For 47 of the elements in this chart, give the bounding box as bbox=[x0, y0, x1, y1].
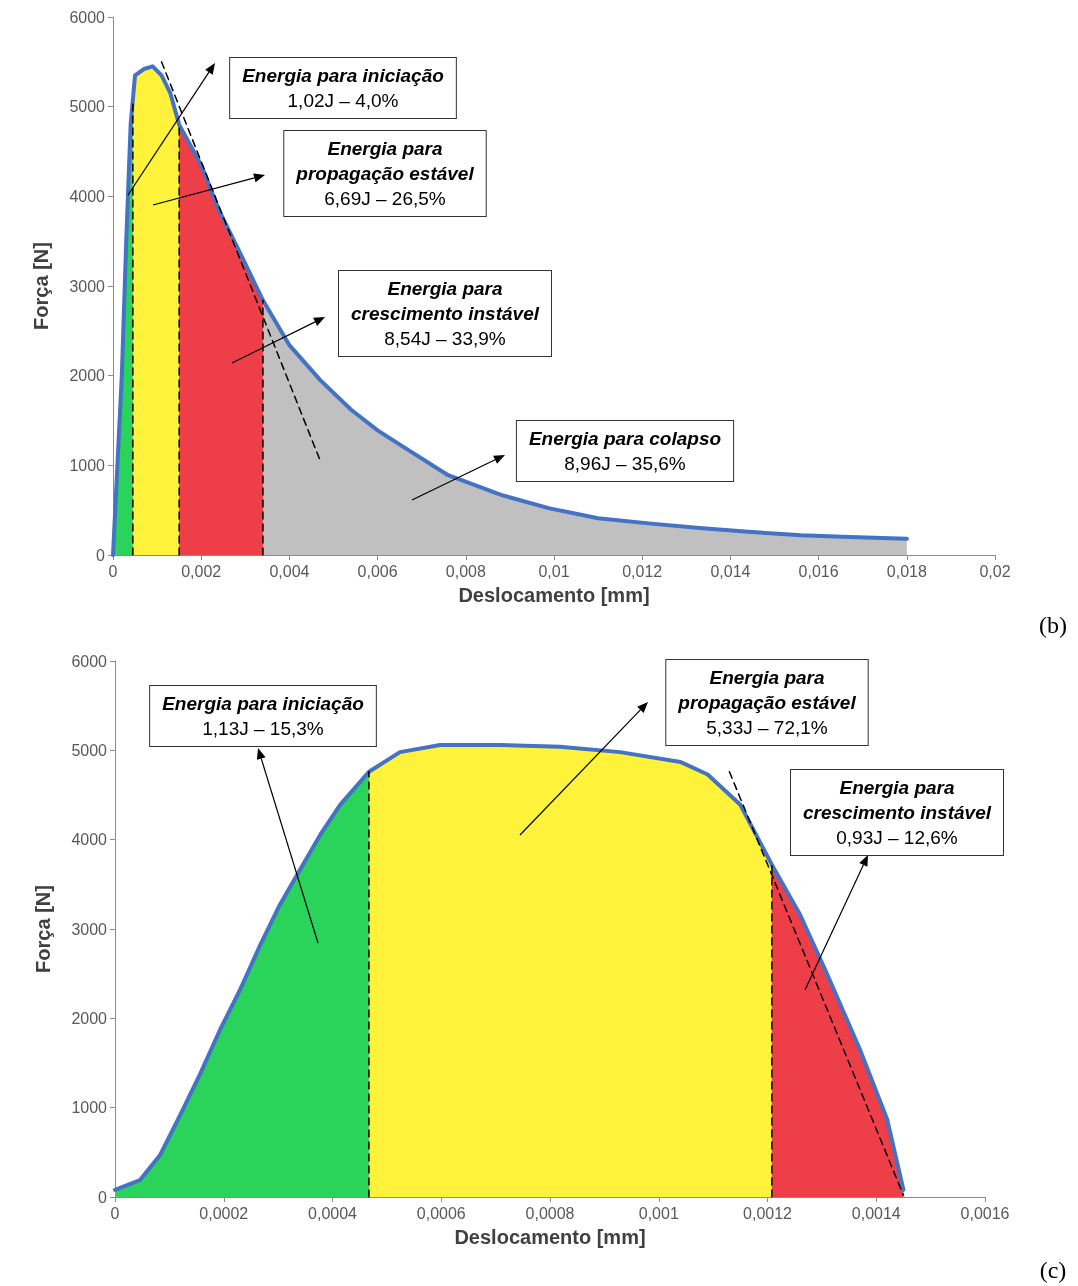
x-tick-label: 0,014 bbox=[710, 562, 751, 580]
annotation: Energia para propagação estável 5,33J – 72,1% bbox=[677, 667, 857, 738]
y-tick-label: 6000 bbox=[71, 652, 108, 670]
y-tick-label: 2000 bbox=[69, 367, 106, 385]
y-tick-label: 3000 bbox=[69, 277, 106, 295]
x-tick-label: 0,016 bbox=[798, 562, 839, 580]
y-tick-label: 0 bbox=[98, 1188, 108, 1206]
x-tick-label: 0,01 bbox=[538, 562, 570, 580]
annotation: Energia para crescimento instável 0,93J – 12,6% bbox=[803, 777, 992, 848]
x-tick-label: 0,0012 bbox=[743, 1204, 793, 1222]
y-tick-label: 4000 bbox=[69, 187, 106, 205]
x-axis-title: Deslocamento [mm] bbox=[454, 1226, 646, 1248]
x-tick-label: 0,0004 bbox=[308, 1204, 358, 1222]
y-tick-label: 2000 bbox=[71, 1009, 108, 1027]
y-tick-label: 5000 bbox=[69, 98, 106, 116]
annotation: Energia para crescimento instável 8,54J – 33,9% bbox=[351, 278, 540, 349]
x-tick-label: 0,0016 bbox=[960, 1204, 1010, 1222]
annotation: Energia para iniciação 1,13J – 15,3% bbox=[162, 693, 364, 739]
text: (b) bbox=[1039, 612, 1067, 638]
y-axis-title: Força [N] bbox=[32, 885, 54, 973]
x-tick-label: 0,0006 bbox=[416, 1204, 466, 1222]
x-tick-label: 0,0002 bbox=[199, 1204, 249, 1222]
y-tick-label: 5000 bbox=[71, 741, 108, 759]
x-tick-label: 0,018 bbox=[886, 562, 927, 580]
y-tick-label: 4000 bbox=[71, 831, 108, 849]
x-tick-label: 0,006 bbox=[357, 562, 398, 580]
annotation: Energia para colapso 8,96J – 35,6% bbox=[528, 428, 722, 474]
y-tick-label: 0 bbox=[96, 546, 106, 564]
y-tick-label: 3000 bbox=[71, 920, 108, 938]
x-tick-label: 0,02 bbox=[979, 562, 1011, 580]
annotation: Energia para propagação estável 6,69J – 26,5% bbox=[295, 138, 475, 209]
x-tick-label: 0,001 bbox=[638, 1204, 679, 1222]
x-tick-label: 0,004 bbox=[269, 562, 310, 580]
y-tick-label: 6000 bbox=[69, 8, 106, 26]
line-series bbox=[111, 64, 909, 557]
x-axis-title: Deslocamento [mm] bbox=[458, 584, 650, 606]
x-tick-label: 0,0008 bbox=[525, 1204, 575, 1222]
x-tick-label: 0 bbox=[110, 1204, 120, 1222]
text: (c) bbox=[1039, 1257, 1067, 1283]
annotation: Energia para iniciação 1,02J – 4,0% bbox=[242, 65, 444, 111]
y-axis-title: Força [N] bbox=[30, 242, 52, 330]
x-tick-label: 0,012 bbox=[622, 562, 663, 580]
x-tick-label: 0,002 bbox=[181, 562, 222, 580]
x-tick-label: 0,008 bbox=[445, 562, 486, 580]
x-tick-label: 0,0014 bbox=[851, 1204, 901, 1222]
y-tick-label: 1000 bbox=[69, 456, 106, 474]
y-tick-label: 1000 bbox=[71, 1099, 108, 1117]
